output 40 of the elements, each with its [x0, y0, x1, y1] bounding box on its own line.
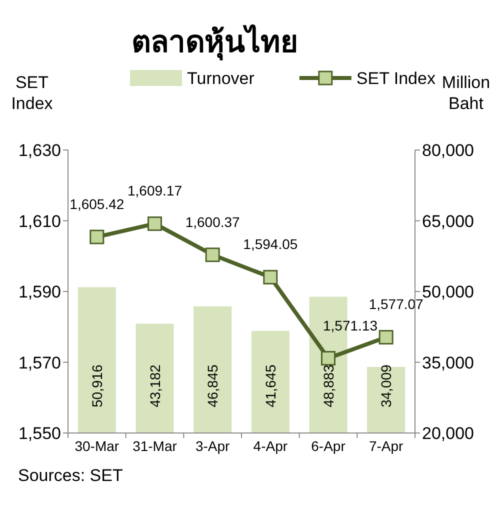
y-tick-label: 1,590 — [18, 282, 61, 302]
source-note: Sources: SET — [18, 466, 123, 485]
data-label: 43,182 — [146, 364, 163, 408]
point — [148, 216, 162, 231]
data-label: 46,845 — [204, 364, 221, 408]
y-tick-label: 1,550 — [18, 424, 61, 443]
y2-tick-label: 50,000 — [422, 282, 474, 302]
point — [378, 330, 394, 344]
y-tick-label: 1,610 — [18, 212, 61, 231]
point — [90, 230, 104, 244]
data-label: 50,916 — [88, 364, 105, 408]
y-tick-label: 1,570 — [18, 353, 61, 372]
data-label: 1,600.37 — [185, 214, 240, 230]
point — [263, 270, 278, 284]
y-tick-label: 1,630 — [18, 141, 61, 160]
data-label: 41,645 — [262, 364, 278, 408]
data-label: 1,594.05 — [243, 236, 298, 252]
legend-label: SET Index — [356, 69, 436, 88]
data-label: 1,571.13 — [323, 317, 378, 334]
x-tick-label: 6-Apr — [311, 438, 346, 454]
data-label: 1,609.17 — [128, 182, 182, 199]
y2-tick-label: 20,000 — [422, 424, 474, 443]
x-tick-label: 3-Apr — [195, 438, 230, 454]
x-tick-label: 7-Apr — [368, 438, 404, 454]
data-label: 48,883 — [320, 364, 336, 408]
data-label: 34,009 — [378, 364, 394, 408]
x-tick-label: 31-Mar — [132, 438, 178, 454]
point — [205, 248, 220, 262]
y2-axis-title: Million Baht — [442, 73, 490, 113]
legend-label: Turnover — [187, 69, 255, 88]
data-label: 1,605.42 — [70, 196, 124, 212]
y2-tick-label: 65,000 — [422, 212, 474, 231]
y2-tick-label: 80,000 — [422, 141, 474, 160]
data-label: 1,577.07 — [368, 296, 424, 312]
point — [321, 351, 336, 366]
chart-title: ตลาดหุ้นไทย — [132, 24, 298, 61]
y-axis-title: SET Index — [11, 73, 54, 113]
x-tick-label: 4-Apr — [253, 438, 288, 454]
x-tick-label: 30-Mar — [74, 438, 120, 454]
y2-tick-label: 35,000 — [422, 353, 474, 372]
